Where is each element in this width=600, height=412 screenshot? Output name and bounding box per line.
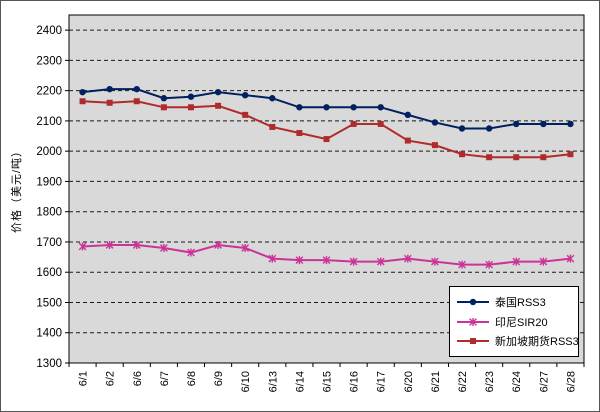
legend-sample-line [457,317,489,326]
marker-square [350,120,357,127]
x-tick-label: 6/9 [213,371,225,386]
marker-circle [404,111,412,119]
marker-circle [567,120,574,128]
x-tick-label: 6/6 [132,371,144,386]
legend-sample-line [457,298,489,306]
marker-square [540,154,547,161]
marker-square [377,120,384,127]
legend-item-singapore-futures-rss3: 新加坡期货RSS3 [456,331,579,351]
y-tick-label: 1700 [36,237,62,249]
marker-circle [485,125,493,132]
x-tick-label: 6/17 [376,371,388,392]
marker-circle [160,95,168,102]
marker-square [133,98,140,105]
marker-circle [187,93,195,100]
marker-circle [133,85,140,93]
x-tick-label: 6/23 [484,371,496,392]
marker-circle [513,120,520,128]
x-tick-label: 6/21 [430,371,442,392]
x-tick-label: 6/16 [349,371,361,392]
marker-circle [106,85,113,93]
marker-square [513,154,520,161]
x-tick-label: 6/15 [322,371,334,392]
y-tick-label: 1400 [36,328,62,340]
marker-circle [296,104,303,111]
x-tick-label: 6/14 [294,371,306,392]
marker-circle [79,88,86,96]
marker-square [215,102,222,109]
legend-label: 新加坡期货RSS3 [495,336,579,349]
y-tick-label: 1300 [36,358,62,370]
y-tick-label: 2400 [36,25,62,37]
marker-square [160,104,167,111]
y-tick-label: 1600 [36,267,62,279]
marker-circle [540,120,547,128]
marker-circle [458,125,466,132]
x-tick-label: 6/13 [267,371,279,392]
marker-square [404,137,411,144]
x-tick-label: 6/27 [538,371,550,392]
y-tick-label: 1500 [36,297,62,309]
marker-circle [431,119,439,126]
series-0 [79,85,574,132]
marker-square [296,130,303,137]
marker-square [242,111,249,118]
x-tick-label: 6/10 [240,371,252,392]
x-tick-label: 6/2 [105,371,117,386]
marker-circle [214,88,222,96]
y-tick-label: 2300 [36,55,62,67]
legend-label: 印尼SIR20 [495,316,548,329]
legend-item-indonesia-sir20: 印尼SIR20 [456,312,572,332]
marker-square [79,98,86,105]
legend-label: 泰国RSS3 [495,296,546,309]
x-tick-label: 6/24 [511,371,523,392]
marker-square [567,151,574,158]
x-tick-label: 6/8 [186,371,198,386]
marker-square [187,104,194,111]
marker-square [431,142,438,149]
y-tick-label: 2100 [36,116,62,128]
marker-square [323,136,330,143]
legend-item-thailand-rss3: 泰国RSS3 [456,292,572,312]
y-tick-label: 2200 [36,86,62,98]
marker-square [486,154,493,161]
y-axis-title: 价格（美元/吨） [11,144,23,234]
y-tick-label: 1800 [36,207,62,219]
marker-circle [377,104,384,111]
marker-square [269,123,276,130]
marker-circle [323,104,330,111]
marker-circle [241,91,249,99]
x-tick-label: 6/20 [403,371,415,392]
y-tick-label: 2000 [36,146,62,158]
series-2 [79,98,574,161]
marker-square [459,151,466,158]
y-tick-label: 1900 [36,176,62,188]
legend: 泰国RSS3 印尼SIR20 新加坡期货RSS3 [449,286,579,357]
marker-circle [269,95,276,102]
legend-sample-line [457,338,489,345]
marker-square [106,99,113,106]
series-1 [78,240,575,269]
x-tick-label: 6/22 [457,371,469,392]
x-tick-label: 6/1 [78,371,90,386]
x-tick-label: 6/28 [565,371,577,392]
x-tick-label: 6/7 [159,371,171,386]
marker-circle [350,104,357,111]
